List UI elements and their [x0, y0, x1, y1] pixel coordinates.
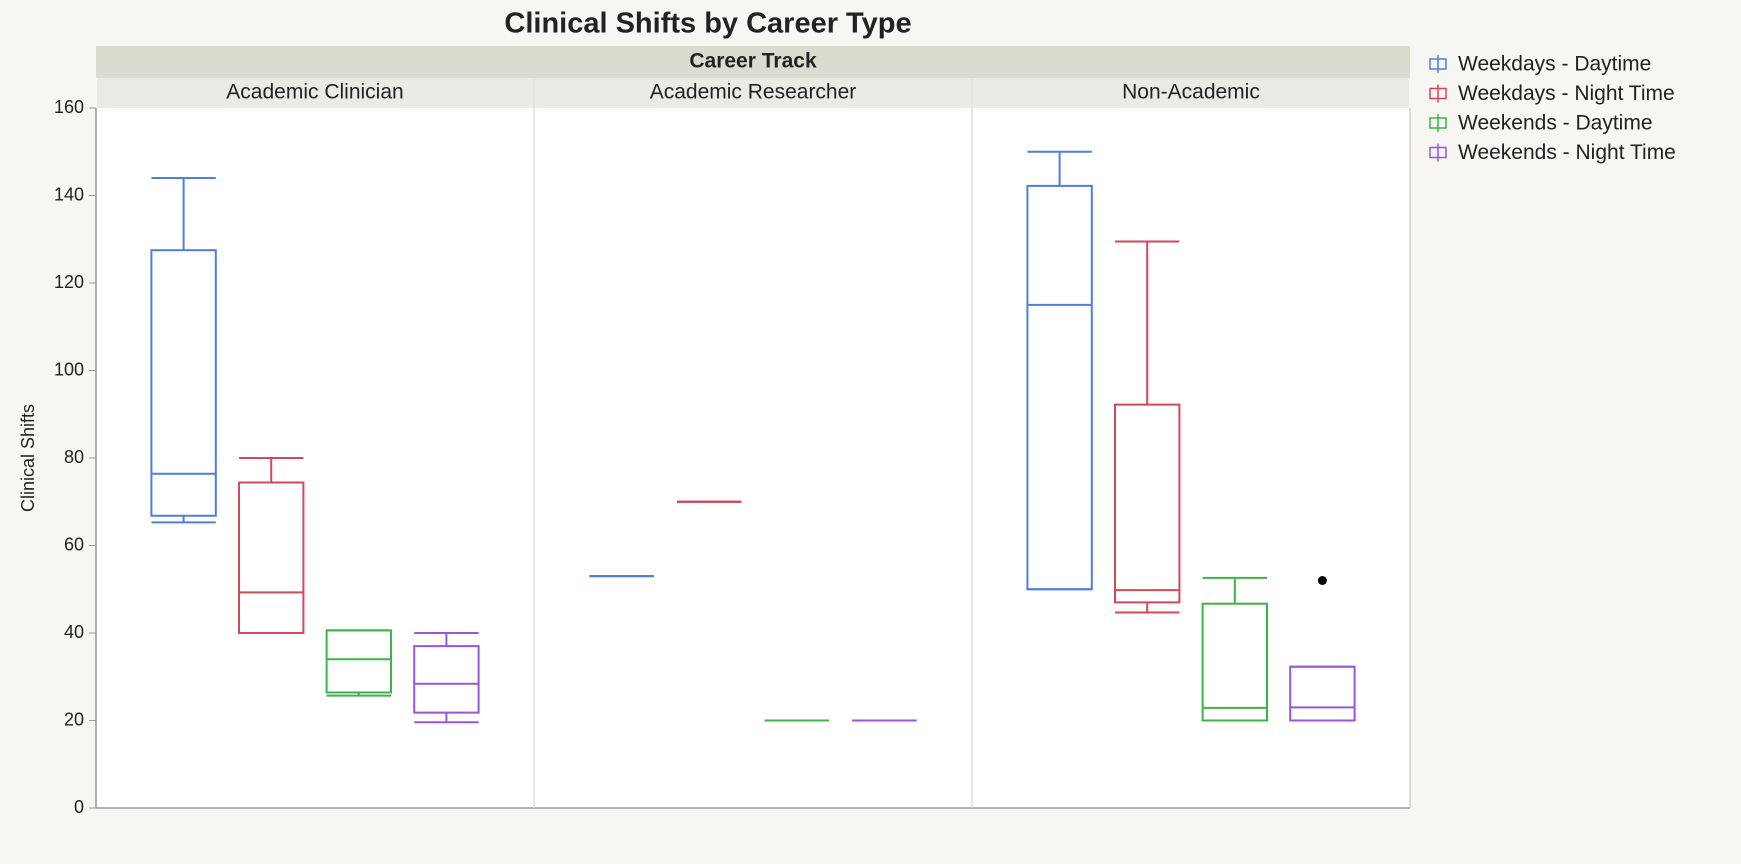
y-tick-label: 0 [74, 797, 84, 817]
y-tick-label: 80 [64, 447, 84, 467]
legend-label: Weekends - Night Time [1458, 141, 1676, 164]
box [413, 645, 480, 714]
box [1114, 403, 1181, 604]
facet-label-band [973, 78, 1409, 108]
y-tick-label: 100 [54, 359, 84, 379]
facet-label: Non-Academic [1122, 81, 1260, 104]
y-tick-label: 120 [54, 272, 84, 292]
box [1026, 184, 1093, 591]
y-tick-label: 160 [54, 97, 84, 117]
outlier [1317, 576, 1327, 585]
y-tick-label: 140 [54, 184, 84, 204]
facet-header [96, 46, 1410, 78]
y-tick-label: 60 [64, 534, 84, 554]
chart-title: Clinical Shifts by Career Type [504, 8, 911, 40]
legend-icon-box [1429, 58, 1447, 70]
legend-label: Weekends - Daytime [1458, 112, 1653, 135]
box [150, 249, 217, 517]
legend-label: Weekdays - Night Time [1458, 82, 1675, 105]
y-tick-label: 40 [64, 622, 84, 642]
legend-icon-box [1429, 117, 1447, 129]
y-axis-label: Clinical Shifts [18, 404, 38, 512]
y-tick-label: 20 [64, 709, 84, 729]
plot-area [96, 108, 1410, 808]
box [1201, 602, 1268, 722]
facet-label-band [535, 78, 971, 108]
legend-label: Weekdays - Daytime [1458, 53, 1651, 76]
facet-label: Academic Researcher [650, 81, 857, 104]
legend-icon-box [1429, 87, 1447, 100]
box [1289, 665, 1356, 722]
facet-title: Career Track [689, 50, 817, 73]
facet-label: Academic Clinician [226, 81, 403, 104]
box [325, 629, 392, 694]
legend-icon-box [1429, 146, 1447, 159]
facet-label-band [97, 78, 533, 108]
box [238, 481, 305, 634]
